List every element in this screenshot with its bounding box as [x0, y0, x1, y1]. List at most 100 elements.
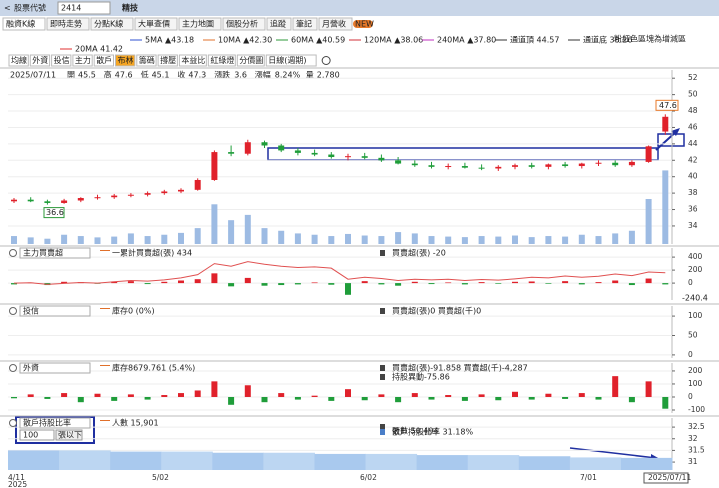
y-tick-label: 200 [688, 366, 703, 375]
quote-value: 45.5 [78, 71, 96, 80]
flow-bar [428, 396, 435, 400]
flow-bar [44, 396, 51, 399]
toolbar-button[interactable] [93, 54, 114, 67]
candle-body [495, 166, 502, 169]
volume-bar [645, 199, 652, 244]
candle-body [411, 163, 418, 166]
volume-bar [161, 234, 168, 244]
candle-body [77, 198, 84, 201]
flow-bar [378, 394, 385, 397]
tab[interactable] [178, 17, 222, 31]
dropdown-unit: 張以下 [58, 431, 82, 440]
flow-bar [461, 396, 468, 401]
panel-icon [9, 249, 17, 257]
tab[interactable] [266, 17, 292, 31]
low-label-box [43, 207, 65, 219]
tab-label: 融資K線 [6, 19, 35, 29]
toolbar-button[interactable] [51, 54, 72, 67]
toolbar-button[interactable] [29, 54, 51, 67]
toolbar-button[interactable] [236, 54, 265, 67]
back-button[interactable]: < [4, 4, 11, 13]
toolbar-label: 分價圖 [239, 56, 263, 65]
toolbar-button[interactable] [115, 54, 136, 67]
volume-bar [11, 236, 17, 244]
flow-bar [178, 280, 184, 284]
toolbar-button[interactable] [72, 54, 93, 67]
ratio-area [314, 453, 367, 470]
candle-body [127, 194, 134, 196]
tab[interactable] [134, 17, 178, 31]
legend-swatch [380, 374, 385, 380]
arrow-head [671, 128, 680, 136]
volume-bar [512, 235, 518, 244]
code-input[interactable] [57, 1, 111, 15]
legend-text: 散戶持股比率 31.18% [392, 427, 473, 437]
tab-label: 個股分析 [226, 19, 258, 29]
volume-bar [628, 230, 635, 244]
flow-bar [94, 393, 101, 397]
candle-body [161, 191, 168, 194]
candle-body [512, 165, 518, 167]
x-tick-label: 5/02 [152, 473, 169, 482]
y-tick-label: 38 [688, 188, 698, 197]
volume-bar [278, 230, 285, 244]
toolbar-label: 籌碼 [139, 55, 155, 65]
quote-label: 低 [141, 70, 149, 80]
tab[interactable] [90, 17, 134, 31]
quote-label: 高 [104, 70, 112, 80]
toolbar-button[interactable] [265, 54, 317, 67]
flow-bar [144, 396, 151, 400]
toolbar-label: 均線 [11, 55, 27, 65]
highlight-box [267, 147, 659, 161]
toolbar-button[interactable] [8, 54, 29, 67]
toolbar-button[interactable] [157, 54, 178, 67]
settings-icon[interactable] [321, 56, 331, 65]
flow-bar [662, 283, 669, 285]
volume-bar [228, 220, 235, 244]
panel-selector[interactable] [19, 362, 91, 374]
quote-label: 漲跌 [214, 70, 230, 80]
quote-value: 3.6 [234, 71, 247, 80]
volume-bar [94, 237, 101, 244]
flow-bar [545, 283, 552, 284]
flow-bar [628, 283, 635, 286]
flow-bar [461, 283, 468, 285]
toolbar-button[interactable] [136, 54, 157, 67]
candle-body [144, 193, 151, 195]
highlight-box [15, 416, 95, 444]
dropdown[interactable] [19, 429, 55, 441]
panel-selector[interactable] [19, 417, 91, 429]
candle-body [361, 156, 368, 158]
flow-bar [395, 396, 402, 403]
flow-bar [311, 282, 318, 284]
tab[interactable] [292, 17, 318, 31]
ratio-area [59, 450, 111, 470]
tab[interactable] [46, 17, 90, 31]
panel-selector[interactable] [19, 305, 91, 317]
badge-text: NEW [355, 20, 374, 29]
candle-body [211, 152, 218, 180]
candle-body [278, 145, 285, 151]
volume-bar [578, 234, 585, 244]
toolbar-button[interactable] [207, 54, 236, 67]
flow-bar [77, 396, 84, 403]
ratio-area [569, 457, 622, 470]
panel-selector[interactable] [19, 247, 91, 259]
toolbar-button[interactable] [178, 54, 207, 67]
x-tick-label: 7/01 [580, 473, 597, 482]
candle-body [378, 157, 385, 161]
legend-text: 庫存8679.761 (5.4%) [112, 363, 195, 373]
legend-text: 買賣超(張)-91.858 買賣超(千)-4,287 [392, 363, 528, 373]
volume-bar [345, 233, 351, 244]
volume-bar [461, 237, 468, 244]
tab-label: 即時走勢 [50, 19, 82, 29]
tab[interactable] [222, 17, 266, 31]
flow-bar [378, 283, 385, 285]
flow-bar [361, 281, 368, 284]
notice-bg [610, 33, 719, 46]
tab[interactable] [2, 17, 46, 31]
flow-bar [345, 283, 351, 295]
volume-bar [244, 214, 251, 244]
y-tick-label: 50 [688, 330, 698, 339]
tab[interactable] [318, 17, 353, 31]
